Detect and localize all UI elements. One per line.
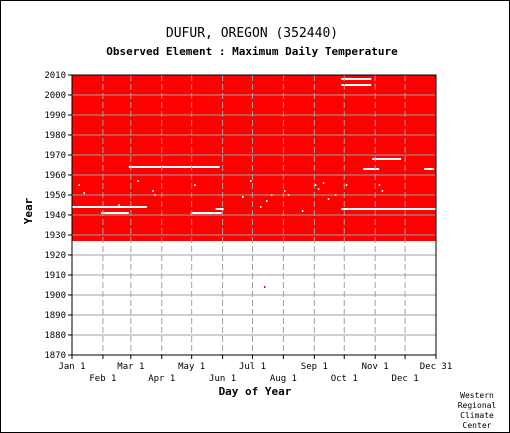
missing-data-point: [194, 184, 196, 186]
missing-data-point: [265, 200, 268, 202]
y-axis-label: Year: [22, 197, 35, 224]
missing-data-segment: [341, 84, 372, 86]
y-tick-label: 1880: [44, 331, 66, 341]
missing-data-point: [259, 206, 262, 208]
missing-data-segment: [341, 208, 436, 210]
y-tick-label: 2000: [44, 91, 66, 101]
missing-data-segment: [372, 158, 402, 160]
missing-data-segment: [100, 212, 129, 214]
y-tick-label: 1990: [44, 111, 66, 121]
x-tick-label: Dec 1: [392, 374, 419, 384]
chart-title: DUFUR, OREGON (352440): [166, 26, 338, 41]
chart-subtitle: Observed Element : Maximum Daily Tempera…: [106, 45, 398, 58]
missing-data-segment: [72, 206, 147, 208]
missing-data-segment: [128, 166, 220, 168]
missing-data-point: [322, 182, 325, 184]
y-tick-label: 1960: [44, 171, 66, 181]
y-tick-label: 1970: [44, 151, 66, 161]
missing-data-segment: [215, 208, 224, 210]
y-tick-label: 1950: [44, 191, 66, 201]
y-tick-label: 1890: [44, 311, 66, 321]
y-tick-label: 2010: [44, 71, 66, 81]
y-tick-label: 1940: [44, 211, 66, 221]
x-tick-label: Jun 1: [209, 374, 236, 384]
credit-line-3: Climate: [460, 411, 494, 420]
missing-data-point: [314, 184, 317, 186]
x-tick-label: Nov 1: [362, 362, 389, 372]
y-tick-label: 1980: [44, 131, 66, 141]
missing-data-point: [327, 198, 330, 200]
missing-data-point: [345, 184, 348, 186]
missing-data-point: [283, 190, 286, 192]
missing-data-point: [137, 180, 139, 182]
missing-data-point: [83, 192, 85, 194]
missing-data-point: [250, 180, 252, 182]
missing-data-segment: [424, 168, 435, 170]
missing-data-point: [381, 190, 384, 192]
y-tick-label: 1910: [44, 271, 66, 281]
missing-data-segment: [363, 168, 380, 170]
x-axis-ticks: Jan 1 Mar 1 May 1 Jul 1 Sep 1 Nov 1 Dec 31 Feb …: [58, 355, 452, 384]
missing-data-point: [118, 204, 120, 206]
observed-data-point: [263, 286, 266, 288]
missing-data-segment: [341, 78, 372, 80]
missing-data-point: [78, 184, 80, 186]
x-tick-label: Sep 1: [301, 362, 328, 372]
x-axis-label: Day of Year: [219, 385, 292, 398]
x-tick-label: Dec 31: [420, 362, 453, 372]
x-tick-label: Feb 1: [89, 374, 116, 384]
credit-line-4: Center: [463, 421, 492, 430]
missing-data-segment: [190, 212, 222, 214]
missing-data-point: [152, 190, 154, 192]
plot-data: [72, 75, 436, 288]
y-tick-label: 1870: [44, 351, 66, 361]
missing-data-point: [317, 188, 320, 190]
y-tick-label: 1900: [44, 291, 66, 301]
x-tick-label: Jan 1: [58, 362, 85, 372]
credit-line-2: Regional: [458, 401, 497, 410]
x-tick-label: May 1: [178, 362, 205, 372]
x-tick-label: Oct 1: [331, 374, 358, 384]
y-axis-ticks: 2010 2000 1990 1980 1970 1960 1950 1940 1930 1920…: [44, 71, 72, 361]
y-tick-label: 1920: [44, 251, 66, 261]
missing-data-point: [378, 184, 381, 186]
x-tick-label: Jul 1: [239, 362, 266, 372]
x-tick-label: Mar 1: [117, 362, 144, 372]
missing-data-point: [301, 210, 304, 212]
y-tick-label: 1930: [44, 231, 66, 241]
grid: [72, 75, 436, 355]
credit-line-1: Western: [460, 391, 494, 400]
x-tick-label: Apr 1: [148, 374, 175, 384]
x-tick-label: Aug 1: [270, 374, 297, 384]
missing-data-point: [242, 196, 244, 198]
wrcc-credit: Western Regional Climate Center: [458, 391, 497, 430]
